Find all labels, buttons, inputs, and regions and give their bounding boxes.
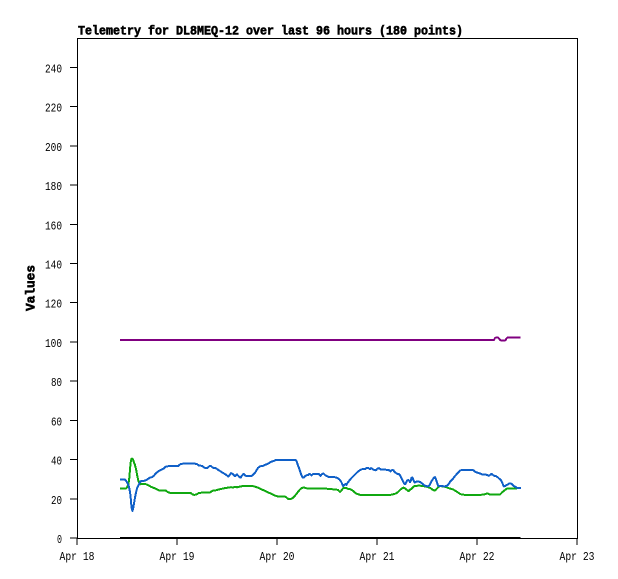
svg-text:Apr 21: Apr 21 <box>360 550 395 564</box>
svg-text:Apr 19: Apr 19 <box>160 550 195 564</box>
svg-text:Telemetry for DL8MEQ-12 over l: Telemetry for DL8MEQ-12 over last 96 hou… <box>78 24 463 39</box>
svg-text:Apr 22: Apr 22 <box>460 550 495 564</box>
svg-text:60: 60 <box>51 415 62 429</box>
svg-text:120: 120 <box>45 298 62 312</box>
svg-text:240: 240 <box>45 62 62 76</box>
svg-text:Apr 23: Apr 23 <box>560 550 595 564</box>
svg-text:Values: Values <box>24 265 39 311</box>
svg-text:20: 20 <box>51 494 62 508</box>
svg-text:180: 180 <box>45 180 62 194</box>
svg-text:Apr 20: Apr 20 <box>260 550 295 564</box>
svg-text:220: 220 <box>45 102 62 116</box>
svg-text:Apr 18: Apr 18 <box>60 550 95 564</box>
svg-text:200: 200 <box>45 141 62 155</box>
svg-text:160: 160 <box>45 219 62 233</box>
svg-text:80: 80 <box>51 376 62 390</box>
svg-text:140: 140 <box>45 259 62 273</box>
svg-text:100: 100 <box>45 337 62 351</box>
svg-text:0: 0 <box>57 533 62 547</box>
svg-text:40: 40 <box>51 455 62 469</box>
